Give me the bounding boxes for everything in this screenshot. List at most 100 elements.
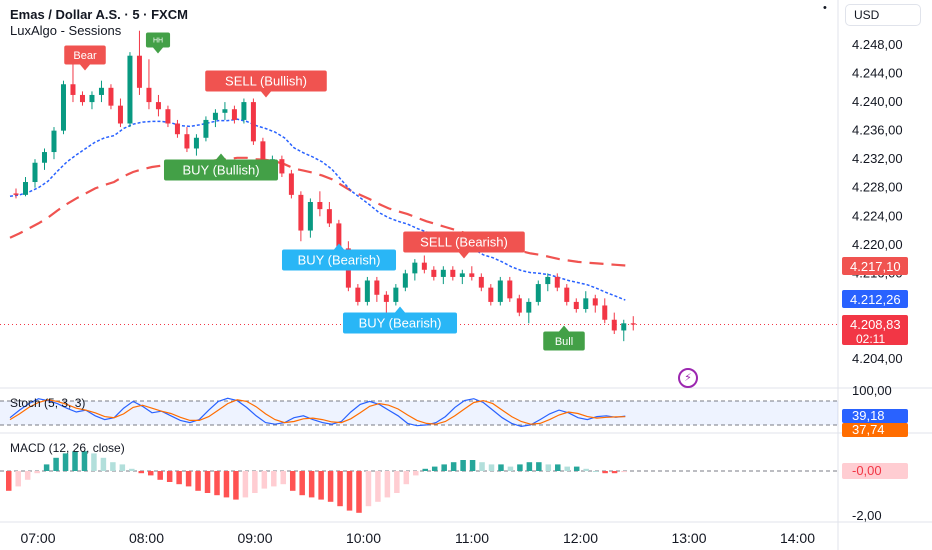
candle-body — [374, 280, 380, 295]
candle — [469, 266, 475, 281]
badge-last-price-countdown: 02:11 — [856, 332, 885, 346]
macd-bar — [621, 471, 627, 473]
stoch-d-badge — [842, 423, 908, 437]
macd-bar — [573, 466, 580, 471]
currency-button[interactable]: USD — [845, 4, 921, 26]
macd-bar — [592, 471, 599, 472]
signal-label-pointer — [334, 243, 344, 250]
time-tick: 13:00 — [671, 530, 706, 546]
macd-bar — [611, 471, 618, 474]
candle — [13, 188, 19, 199]
candle-body — [497, 280, 503, 302]
candle — [592, 294, 598, 313]
price-tick: 4.236,00 — [852, 123, 903, 138]
candle — [279, 155, 285, 178]
time-tick: 14:00 — [780, 530, 815, 546]
candle-body — [250, 102, 256, 142]
badge-blue-line: 4.212,26 — [842, 290, 908, 308]
badge-blue-line-text: 4.212,26 — [850, 292, 901, 307]
macd-bar — [34, 471, 40, 474]
macd-bottom-tick: -2,00 — [852, 508, 882, 523]
macd-bar — [422, 468, 428, 471]
signal-label-pointer — [216, 153, 226, 160]
candle-body — [516, 298, 522, 313]
candle-body — [89, 94, 95, 103]
price-tick: 4.240,00 — [852, 94, 903, 109]
macd-bar — [394, 471, 400, 493]
signal-label-text: BUY (Bearish) — [298, 253, 381, 268]
candle-body — [155, 102, 161, 110]
candle-body — [317, 202, 323, 210]
macd-bar — [129, 468, 135, 471]
signal-label-text: HH — [153, 38, 163, 45]
signal-label-pointer — [153, 47, 163, 54]
candle-body — [222, 109, 228, 113]
candle — [421, 255, 427, 274]
signal-label-buy: BUY (Bullish) — [163, 153, 279, 181]
macd-bar — [91, 453, 97, 471]
price-tick: 4.228,00 — [852, 180, 903, 195]
candle-body — [431, 269, 437, 277]
macd-bar — [365, 471, 372, 507]
candle — [70, 62, 76, 103]
badge-last-price-box — [842, 315, 908, 345]
candle-body — [469, 273, 475, 277]
macd-bar — [564, 466, 570, 471]
price-tick: 4.248,00 — [852, 37, 903, 52]
signal-label-text: Bear — [73, 50, 97, 62]
price-tick: 4.244,00 — [852, 66, 903, 81]
macd-bar — [356, 471, 362, 513]
candle — [193, 134, 199, 156]
macd-bar — [166, 471, 173, 482]
candle-body — [174, 123, 180, 135]
dot-menu-icon[interactable]: • — [823, 2, 827, 14]
macd-label[interactable]: MACD (12, 26, close) — [10, 441, 125, 455]
lightning-icon[interactable]: ⚡ — [678, 368, 698, 388]
macd-bar — [214, 471, 220, 496]
candle-body — [412, 262, 418, 274]
macd-bar — [242, 471, 249, 498]
candle-body — [383, 294, 389, 302]
candle-body — [478, 276, 484, 288]
candle — [98, 80, 104, 103]
candle-body — [98, 87, 104, 95]
candle — [621, 319, 627, 342]
candle — [203, 116, 209, 142]
candle-body — [355, 287, 361, 302]
macd-bar — [469, 460, 476, 471]
stoch-k-value: 39,18 — [852, 408, 885, 423]
symbol-title[interactable]: Emas / Dollar A.S. · 5 · FXCM — [10, 7, 188, 22]
candle-body — [326, 209, 332, 224]
candle-body — [450, 269, 456, 277]
candle — [136, 30, 142, 95]
stoch-axis-top: 100,00 — [852, 383, 892, 398]
candle — [298, 191, 304, 242]
macd-bar — [413, 471, 419, 476]
candle — [554, 273, 560, 292]
candle-body — [402, 273, 408, 288]
candle — [393, 284, 399, 306]
macd-bar — [252, 471, 258, 493]
macd-bar — [261, 471, 268, 489]
candle-body — [554, 276, 560, 288]
stoch-label[interactable]: Stoch (5, 3, 3) — [10, 396, 86, 410]
candle-body — [70, 84, 76, 95]
macd-bar — [81, 451, 88, 471]
candle — [51, 127, 57, 160]
candle-body — [393, 287, 399, 302]
macd-bar — [403, 471, 410, 485]
candle — [22, 177, 28, 197]
candle-body — [564, 287, 570, 302]
candle-body — [108, 87, 114, 106]
candle — [564, 284, 570, 306]
macd-bar — [195, 471, 201, 491]
indicator-label[interactable]: LuxAlgo - Sessions — [10, 23, 122, 38]
macd-bar — [6, 471, 12, 491]
ema-slow-line — [9, 156, 626, 267]
candle — [402, 269, 408, 292]
macd-bar — [337, 471, 343, 507]
macd-bar — [488, 464, 495, 471]
macd-bar — [233, 471, 239, 500]
macd-bar — [119, 464, 126, 471]
